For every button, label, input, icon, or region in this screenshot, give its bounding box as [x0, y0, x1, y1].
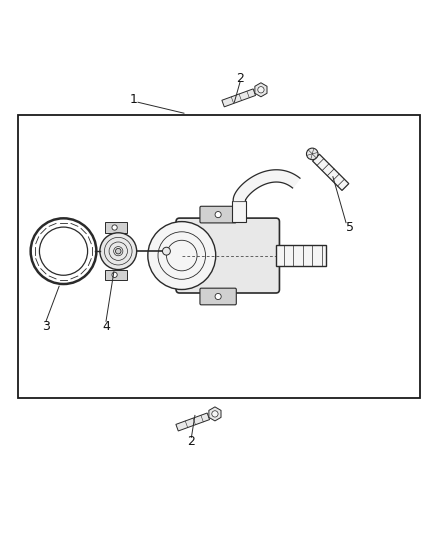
Circle shape [258, 87, 264, 93]
Circle shape [112, 272, 117, 278]
FancyBboxPatch shape [200, 206, 237, 223]
Polygon shape [233, 170, 300, 200]
Text: 1: 1 [130, 93, 138, 106]
Text: 5: 5 [346, 221, 354, 233]
Text: 4: 4 [102, 320, 110, 333]
Polygon shape [255, 83, 267, 97]
FancyBboxPatch shape [200, 288, 237, 305]
Circle shape [162, 247, 170, 255]
Bar [232, 200, 246, 222]
Circle shape [212, 411, 218, 417]
Circle shape [215, 212, 221, 217]
Polygon shape [313, 154, 349, 190]
Polygon shape [209, 407, 221, 421]
Text: 2: 2 [236, 71, 244, 85]
Polygon shape [176, 413, 209, 431]
Circle shape [112, 225, 117, 230]
Bar [106, 270, 127, 280]
Text: 3: 3 [42, 320, 50, 333]
Circle shape [307, 148, 318, 160]
FancyBboxPatch shape [176, 218, 279, 293]
Circle shape [100, 233, 137, 270]
Text: 2: 2 [187, 435, 195, 448]
Circle shape [148, 222, 215, 289]
Circle shape [215, 294, 221, 300]
Bar [276, 245, 326, 266]
Bar [18, 115, 420, 398]
Polygon shape [222, 89, 255, 107]
Bar [106, 222, 127, 233]
Circle shape [116, 248, 121, 254]
